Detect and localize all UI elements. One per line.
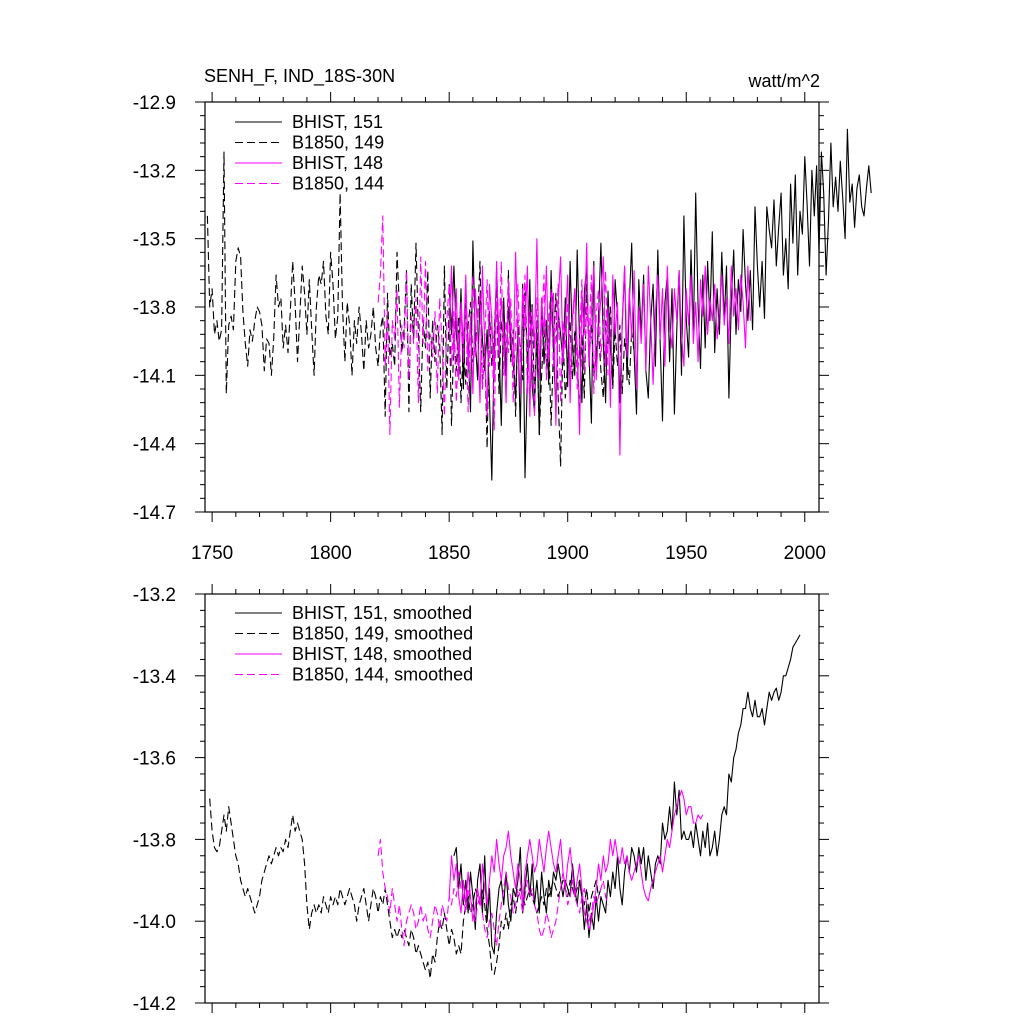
y-tick-label: -13.8 [133,830,176,851]
x-tick-label: 1950 [665,543,707,564]
top-chart-panel: SENH_F, IND_18S-30N watt/m^2 1750 1800 185… [133,66,872,564]
bottom-chart-panel: -14.2 -14.0 -13.8 -13.6 -13.4 -13.2 BHIST, 15… [133,584,829,1015]
legend-label: B1850, 144 [292,174,384,194]
legend-label: B1850, 144, smoothed [292,665,473,685]
y-tick-label: -13.2 [133,585,176,606]
y-tick-label: -13.5 [133,230,176,251]
y-tick-label: -14.1 [133,366,176,387]
y-tick-label: -13.2 [133,161,176,182]
y-tick-label: -14.2 [133,994,176,1015]
legend-label: BHIST, 148, smoothed [292,644,472,664]
x-tick-label: 1750 [191,543,233,564]
bottom-axes: -14.2 -14.0 -13.8 -13.6 -13.4 -13.2 [133,584,829,1015]
x-tick-label: 1800 [310,543,352,564]
legend-label: BHIST, 151, smoothed [292,603,472,623]
plot-frame [204,593,820,1004]
bottom-series-layer [209,634,801,980]
x-tick-label: 2000 [784,543,826,564]
series-line-3 [448,789,704,930]
chart-title: SENH_F, IND_18S-30N [204,66,395,87]
y-tick-label: -13.6 [133,749,176,770]
series-line-4 [377,215,609,436]
y-tick-label: -12.9 [133,93,176,114]
legend-label: B1850, 149 [292,133,384,153]
y-tick-label: -14.7 [133,503,176,524]
legend-label: B1850, 149, smoothed [292,624,473,644]
y-tick-label: -13.4 [133,667,177,688]
legend-label: BHIST, 151 [292,112,383,132]
top-series-layer [206,128,872,481]
series-line-1 [448,128,872,481]
x-tick-label: 1900 [547,543,589,564]
x-tick-label: 1850 [428,543,470,564]
legend-label: BHIST, 148 [292,153,383,173]
y-tick-label: -14.4 [133,435,177,456]
y-tick-label: -13.8 [133,298,176,319]
units-label: watt/m^2 [748,71,820,91]
top-axes: 1750 1800 1850 1900 1950 2000 -14.7 -14.4 -14.1 -… [133,92,829,564]
y-tick-label: -14.0 [133,912,176,933]
